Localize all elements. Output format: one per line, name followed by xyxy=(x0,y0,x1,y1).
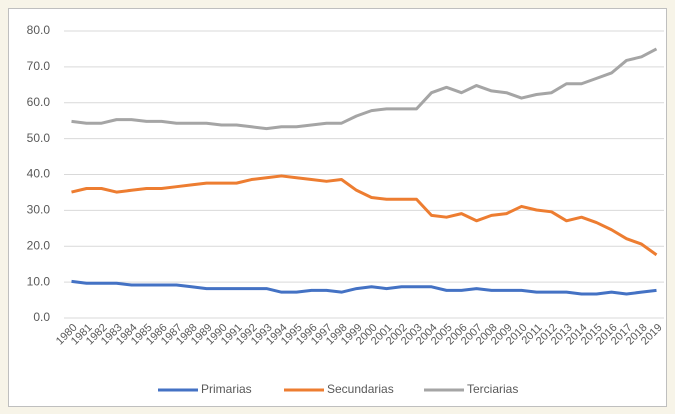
y-tick-label: 70.0 xyxy=(27,59,51,73)
y-tick-label: 50.0 xyxy=(27,131,51,145)
legend-label: Terciarias xyxy=(467,382,518,396)
y-tick-label: 20.0 xyxy=(27,238,51,252)
series-line xyxy=(71,279,657,296)
legend-label: Primarias xyxy=(201,382,252,396)
chart-area xyxy=(8,8,667,407)
y-tick-label: 0.0 xyxy=(33,310,50,324)
legend-label: Secundarias xyxy=(327,382,394,396)
y-tick-label: 10.0 xyxy=(27,274,51,288)
y-tick-label: 40.0 xyxy=(27,167,51,181)
series-line xyxy=(71,174,658,257)
y-tick-label: 60.0 xyxy=(27,95,51,109)
series-line xyxy=(71,47,658,131)
y-tick-label: 30.0 xyxy=(27,203,51,217)
y-tick-label: 80.0 xyxy=(27,23,51,37)
